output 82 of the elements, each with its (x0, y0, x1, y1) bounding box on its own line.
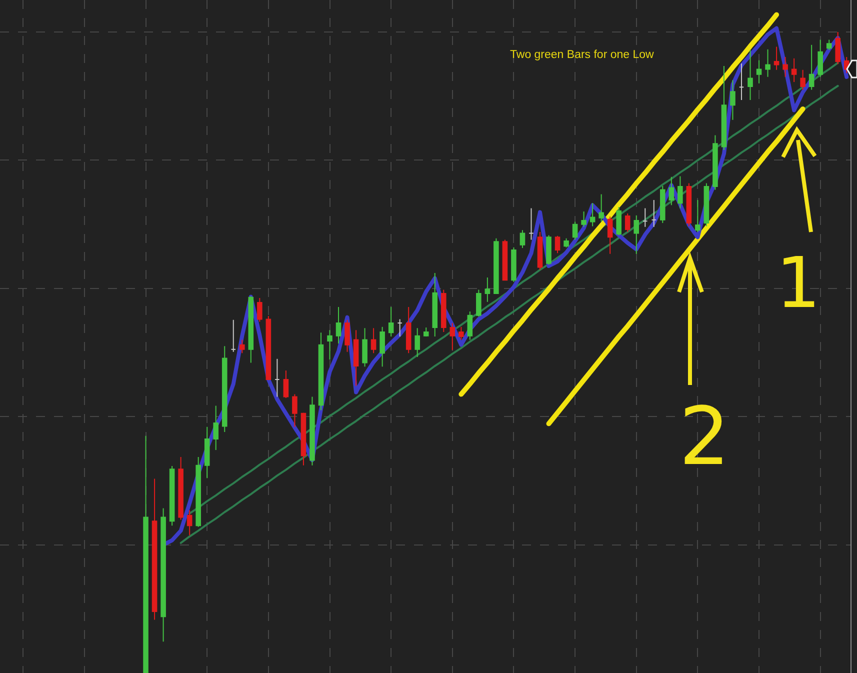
candlestick (730, 80, 736, 120)
candlestick (528, 208, 534, 240)
candlestick (300, 412, 306, 466)
candlestick (494, 238, 499, 294)
candlestick (240, 339, 245, 354)
candlestick (581, 211, 586, 228)
candlestick (204, 426, 210, 479)
candlestick (712, 134, 718, 190)
candlestick (520, 230, 526, 249)
candlestick (230, 319, 236, 352)
candlestick (274, 358, 280, 398)
candlestick (511, 246, 516, 283)
candlestick (774, 46, 780, 70)
candlestick (169, 465, 175, 526)
candlestick (668, 176, 674, 206)
candlestick (336, 306, 342, 344)
candlestick (590, 202, 596, 227)
candlestick (765, 48, 770, 78)
candlestick (310, 396, 315, 466)
candlestick (222, 346, 228, 432)
candlestick (537, 232, 543, 270)
candlestick (546, 234, 552, 266)
candlestick (651, 199, 657, 228)
candlestick (782, 56, 788, 78)
candlestick (327, 330, 332, 360)
annotation: Two green Bars for one Low (510, 49, 655, 61)
candlestick (642, 208, 648, 228)
candlestick (704, 182, 710, 227)
candlestick (186, 510, 192, 536)
candlestick (502, 239, 508, 281)
candlestick (598, 194, 604, 222)
candlestick (476, 289, 482, 318)
candlestick (257, 298, 262, 322)
annotation: 2 (679, 390, 730, 483)
candlestick (721, 66, 727, 150)
candlestick (686, 182, 692, 227)
annotation: 1 (776, 242, 821, 324)
candlestick (800, 69, 806, 90)
candlestick (791, 58, 797, 83)
candlestick (660, 185, 666, 224)
candlestick (826, 39, 832, 50)
candlestick (388, 306, 394, 337)
candlestick (678, 176, 683, 209)
candlestick (160, 508, 166, 642)
candlestick (808, 44, 814, 90)
candlestick (818, 39, 823, 78)
candlestick (835, 32, 841, 65)
candlestick (318, 332, 324, 411)
candlestick (344, 319, 350, 352)
candlestick (634, 214, 640, 254)
candlestick (353, 330, 359, 386)
candlestick (748, 49, 753, 100)
candlestick (564, 238, 569, 248)
candlestick (292, 394, 298, 428)
candlestick (283, 370, 289, 399)
candlestick (616, 206, 622, 236)
candlestick (695, 199, 700, 233)
candlestick (738, 62, 744, 100)
candlestick (414, 328, 420, 358)
candlestick (370, 328, 376, 354)
candlestick (248, 296, 254, 364)
candlestick (423, 327, 429, 337)
candlestick (458, 326, 464, 340)
candlestick (152, 478, 158, 620)
candlestick (440, 289, 446, 333)
candlestick (178, 456, 184, 520)
candlestick (607, 216, 613, 254)
candlestick (467, 311, 473, 340)
candlestick (484, 277, 490, 302)
candlestick (450, 322, 456, 350)
candlestick (756, 60, 762, 84)
candlestick (397, 318, 402, 337)
candlestick (554, 235, 560, 254)
candlestick (406, 306, 412, 354)
candlestick (196, 456, 201, 528)
candlestick (362, 328, 368, 368)
candlestick (432, 272, 438, 337)
candlestick (572, 221, 578, 240)
candlestick (624, 212, 630, 233)
candlestick (266, 315, 272, 381)
candlestick (213, 405, 219, 450)
candlestick (380, 326, 385, 368)
